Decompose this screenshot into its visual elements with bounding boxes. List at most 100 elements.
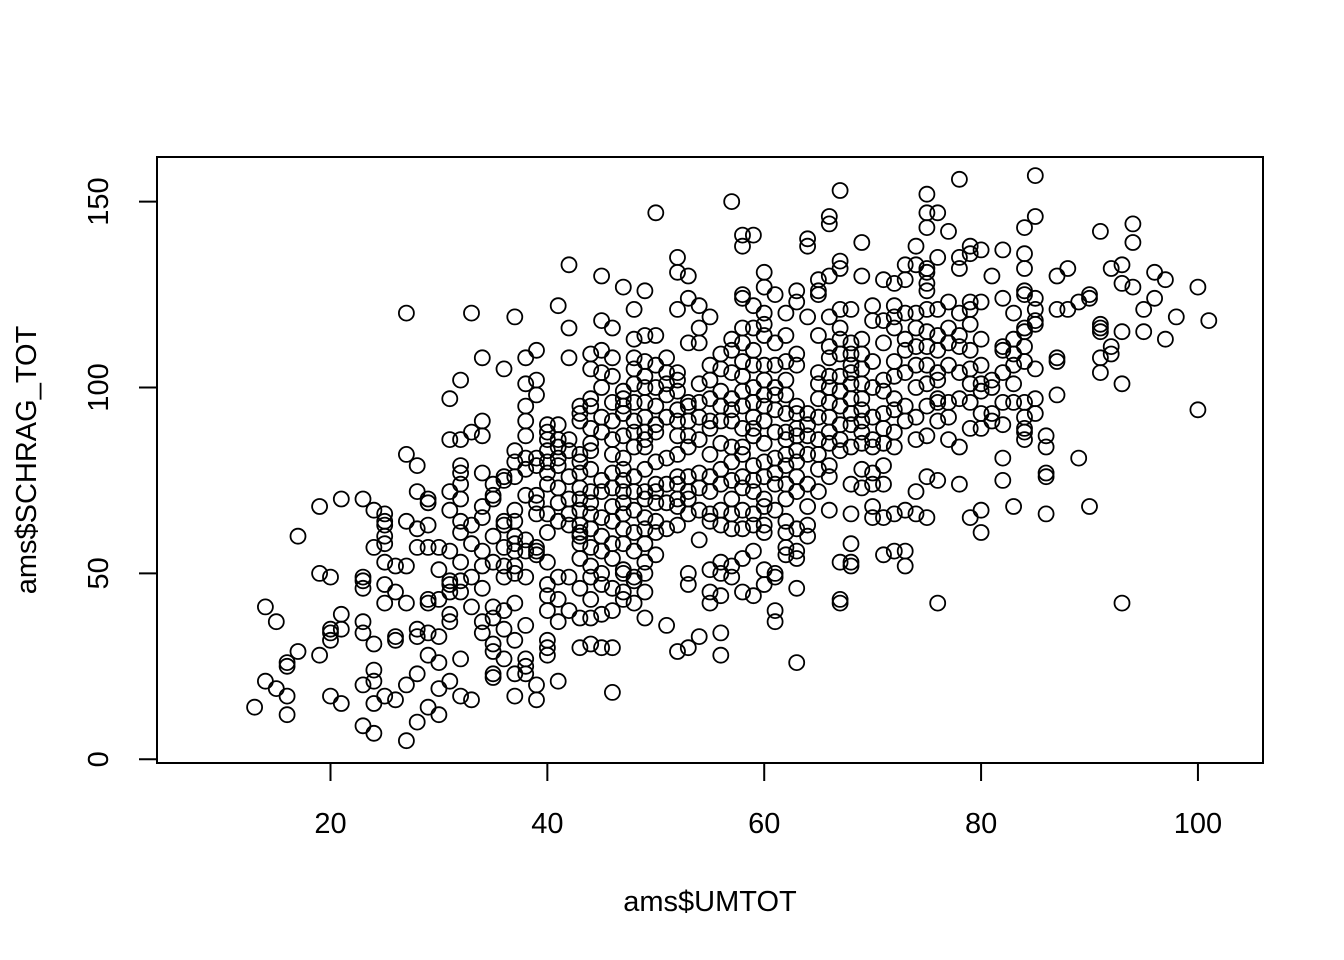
data-point [766,613,784,631]
data-point [1189,278,1207,296]
data-point [278,706,296,724]
data-point [994,338,1012,356]
data-point [907,483,925,501]
data-point [1016,286,1033,304]
data-point [1016,245,1033,263]
data-point [332,605,350,623]
data-point [560,319,578,337]
data-point [528,486,545,504]
data-point [593,509,610,526]
data-point [875,546,892,564]
data-point [452,457,470,475]
data-point [387,557,404,575]
x-axis-title: ams$UMTOT [623,886,797,918]
data-point [397,732,415,750]
data-point [1026,390,1044,408]
data-point [929,390,947,408]
data-point [842,557,860,575]
data-point [408,713,426,731]
data-point [929,471,947,489]
data-point [408,520,426,538]
data-point [983,379,1001,396]
data-point [1124,215,1142,233]
data-point [647,475,665,493]
data-point [571,639,589,657]
data-point [419,591,437,608]
data-point [463,304,480,322]
data-point [463,598,480,616]
data-point [408,457,426,475]
data-point [690,375,708,393]
data-point [972,241,990,259]
data-point [734,237,751,255]
data-point [582,483,600,501]
data-point [777,371,795,389]
data-point [354,613,372,631]
data-point [528,341,545,359]
data-point [712,587,730,605]
data-point [636,553,654,571]
data-point [604,639,621,657]
data-point [1113,375,1131,393]
data-point [951,475,968,493]
data-point [376,505,394,523]
data-point [951,364,968,382]
data-point [853,267,871,285]
data-point [820,457,838,475]
data-point [766,356,784,374]
data-point [961,509,979,526]
data-point [1146,289,1163,307]
data-point [484,490,502,508]
data-point [766,501,784,519]
data-point [1037,438,1055,456]
data-point [495,620,513,638]
data-point [723,390,741,408]
data-point [528,505,545,523]
y-axis-title: ams$SCHRAG_TOT [11,325,43,594]
data-point [452,475,470,493]
data-point [853,412,871,430]
data-point [875,475,892,493]
data-point [517,397,535,415]
data-point [376,553,394,571]
data-point [1102,338,1120,356]
data-point [1092,364,1109,382]
data-point [582,539,600,556]
data-point [560,602,578,619]
data-point [723,364,741,382]
data-point [896,341,914,359]
data-point [376,687,394,705]
data-point [408,665,426,683]
data-point [1124,234,1142,251]
data-point [397,557,415,575]
data-point [506,442,524,460]
data-point [1092,319,1109,337]
data-point [690,297,708,315]
data-point [918,185,936,203]
data-point [484,669,502,686]
data-point [549,613,567,631]
data-point [322,620,339,638]
data-point [560,349,578,367]
data-point [755,263,773,281]
data-point [885,274,903,292]
data-point [842,535,860,553]
data-point [1016,338,1033,356]
data-point [690,431,708,449]
data-point [332,490,350,508]
data-point [734,353,751,370]
data-point [842,375,860,393]
x-tick-label: 100 [1174,808,1222,840]
data-point [593,267,610,285]
data-point [1037,427,1055,445]
data-point [636,282,654,300]
data-point [875,371,892,389]
data-point [842,356,860,374]
data-point [723,330,741,348]
data-point [734,319,751,337]
data-point [376,576,394,593]
data-point [853,330,871,348]
data-point [289,643,307,660]
data-point [723,401,741,419]
